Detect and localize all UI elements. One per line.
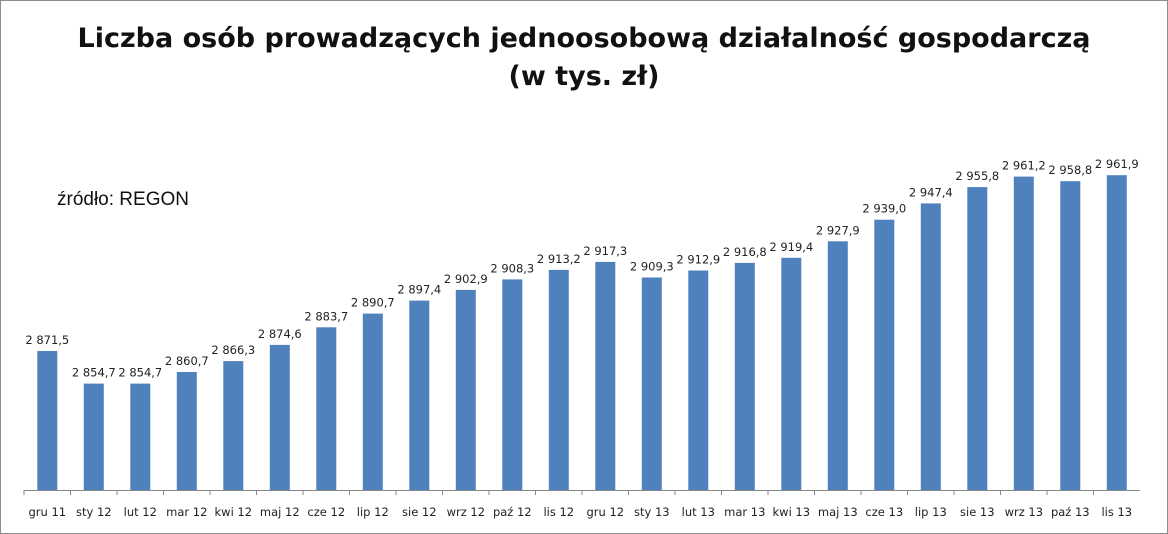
bar: [1060, 181, 1081, 490]
source-annotation: źródło: REGON: [57, 189, 189, 210]
bar: [1106, 175, 1127, 490]
x-tick-label: lis 12: [543, 505, 574, 519]
data-label: 2 883,7: [304, 309, 348, 323]
x-tick-label: kwi 13: [773, 505, 811, 519]
bar: [641, 277, 662, 490]
bar: [502, 279, 523, 490]
x-tick-label: paź 13: [1051, 505, 1090, 519]
bar: [316, 327, 337, 490]
data-label: 2 890,7: [351, 296, 395, 310]
bar: [967, 187, 988, 490]
bar: [827, 241, 848, 490]
x-tick-label: sty 13: [634, 505, 670, 519]
bar: [734, 262, 755, 490]
x-tick-label: sie 12: [402, 505, 437, 519]
x-tick-label: lip 12: [357, 505, 389, 519]
bar: [1013, 176, 1034, 490]
data-label: 2 854,7: [72, 366, 116, 380]
data-label: 2 955,8: [955, 169, 999, 183]
x-tick-label: maj 13: [818, 505, 858, 519]
bar: [223, 361, 244, 490]
bar: [455, 289, 476, 490]
data-label: 2 871,5: [25, 333, 69, 347]
x-tick-label: kwi 12: [215, 505, 253, 519]
data-label: 2 961,9: [1095, 157, 1139, 171]
bar: [409, 300, 430, 490]
data-label: 2 917,3: [583, 244, 627, 258]
data-label: 2 958,8: [1048, 163, 1092, 177]
bar: [595, 261, 616, 490]
data-label: 2 854,7: [118, 366, 162, 380]
x-tick-label: lut 13: [682, 505, 715, 519]
bar: [920, 203, 941, 490]
x-tick-label: mar 13: [724, 505, 765, 519]
chart-subtitle: (w tys. zł): [508, 61, 660, 92]
data-label: 2 866,3: [211, 343, 255, 357]
x-tick-label: mar 12: [166, 505, 207, 519]
bar: [269, 344, 290, 490]
data-label: 2 913,2: [537, 252, 581, 266]
data-label: 2 916,8: [723, 245, 767, 259]
bar: [83, 383, 104, 490]
data-label: 2 927,9: [816, 223, 860, 237]
chart-title: Liczba osób prowadzących jednoosobową dz…: [77, 23, 1091, 54]
x-tick-label: cze 12: [307, 505, 345, 519]
data-label: 2 919,4: [769, 240, 813, 254]
bar: [176, 372, 197, 490]
data-label: 2 897,4: [397, 283, 441, 297]
x-tick-label: wrz 12: [447, 505, 485, 519]
bar: [688, 270, 709, 490]
x-tick-label: cze 13: [865, 505, 903, 519]
x-tick-label: gru 11: [28, 505, 66, 519]
x-tick-label: lip 13: [915, 505, 947, 519]
x-tick-label: paź 12: [493, 505, 532, 519]
x-tick-label: lut 12: [124, 505, 157, 519]
data-label: 2 909,3: [630, 260, 674, 274]
x-tick-label: lis 13: [1101, 505, 1132, 519]
chart-title-block: Liczba osób prowadzących jednoosobową dz…: [0, 20, 1168, 96]
bar: [37, 351, 58, 490]
bar: [548, 269, 569, 490]
x-tick-label: gru 12: [586, 505, 624, 519]
x-tick-label: sty 12: [76, 505, 112, 519]
data-label: 2 874,6: [258, 327, 302, 341]
bar: [130, 383, 151, 490]
bar: [874, 219, 895, 490]
data-label: 2 860,7: [165, 354, 209, 368]
x-tick-label: sie 13: [960, 505, 995, 519]
x-tick-label: maj 12: [260, 505, 300, 519]
bar: [781, 257, 802, 490]
data-label: 2 912,9: [676, 253, 720, 267]
data-label: 2 939,0: [862, 202, 906, 216]
bar: [362, 313, 383, 490]
data-label: 2 902,9: [444, 272, 488, 286]
x-tick-label: wrz 13: [1005, 505, 1043, 519]
data-label: 2 961,2: [1002, 159, 1046, 173]
data-label: 2 947,4: [909, 185, 953, 199]
data-label: 2 908,3: [490, 261, 534, 275]
